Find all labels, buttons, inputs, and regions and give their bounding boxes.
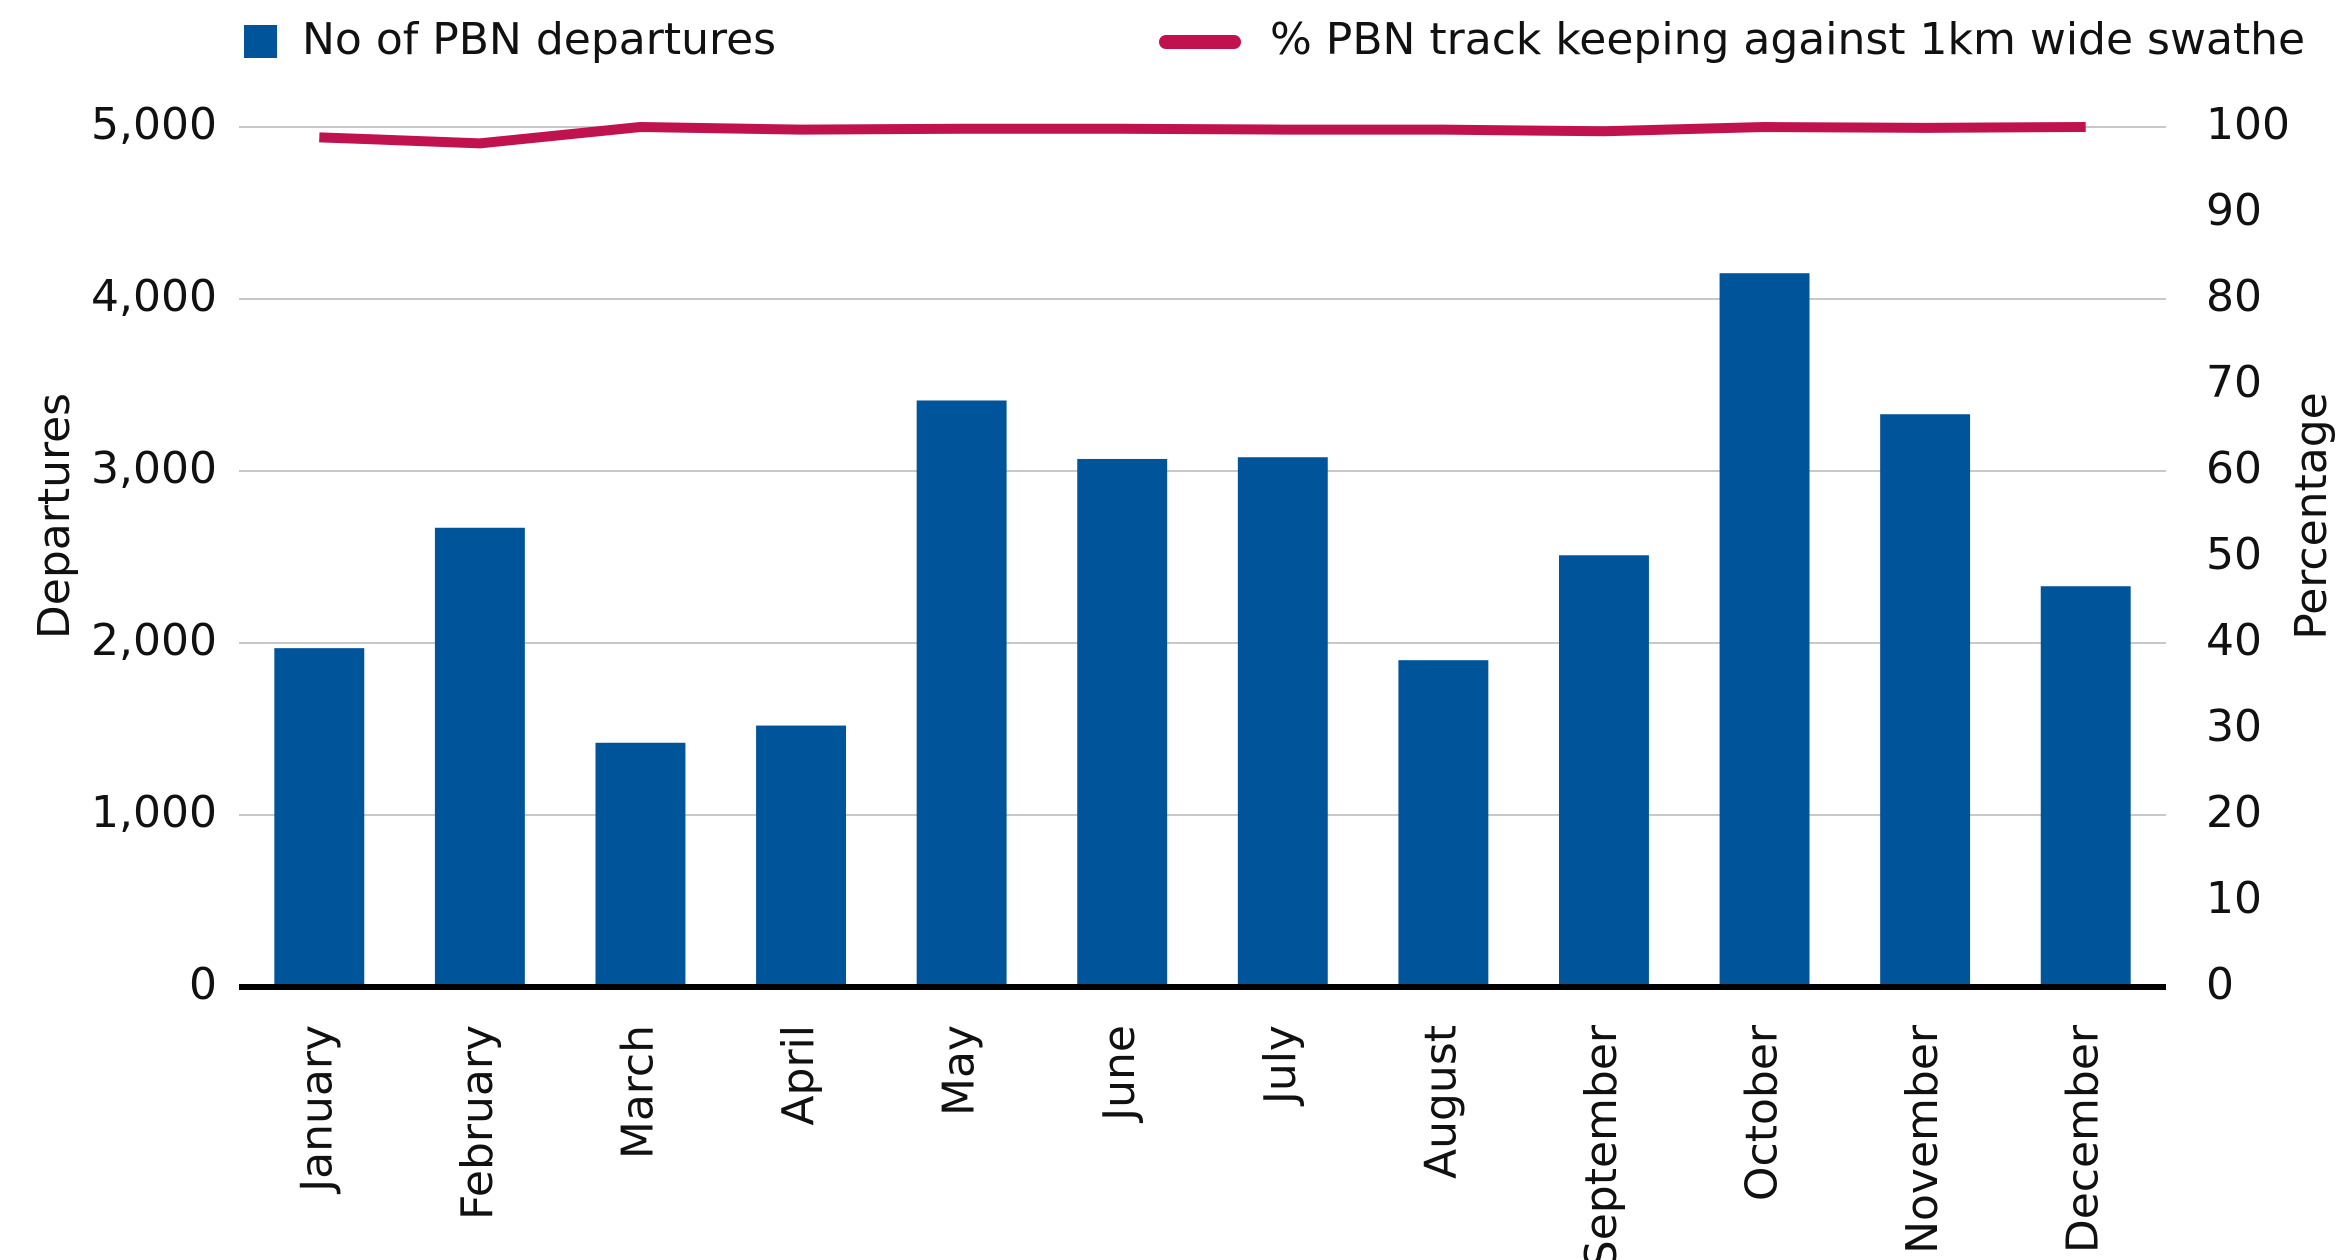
bar [1880,414,1971,987]
x-tick-label: September [1576,1024,1627,1260]
bar [434,527,525,987]
x-tick-label: June [1094,1025,1145,1124]
x-tick-label: November [1897,1024,1948,1254]
y2-tick-label: 0 [2206,959,2234,1010]
x-tick-label: August [1415,1025,1466,1179]
y-tick-label: 1,000 [91,787,217,838]
y2-axis-title: Percentage [2286,392,2337,640]
bar [756,725,847,987]
y2-tick-label: 50 [2206,529,2262,580]
y2-tick-label: 80 [2206,271,2262,322]
y-tick-label: 4,000 [91,271,217,322]
x-tick-label: October [1737,1024,1788,1201]
y2-tick-label: 70 [2206,357,2262,408]
y2-tick-label: 30 [2206,701,2262,752]
y2-tick-label: 10 [2206,873,2262,924]
y2-tick-label: 60 [2206,443,2262,494]
x-tick-label: July [1255,1025,1306,1107]
x-tick-label: January [291,1025,342,1195]
x-tick-label: April [773,1025,824,1126]
bar [916,400,1007,988]
x-tick-label: March [612,1025,663,1159]
y-tick-label: 0 [189,959,217,1010]
legend-swatch [244,25,277,58]
y-tick-label: 3,000 [91,443,217,494]
line [319,122,2086,149]
legend-label: % PBN track keeping against 1km wide swa… [1270,14,2305,65]
bar [1237,457,1328,987]
y2-tick-label: 100 [2206,99,2290,150]
y2-tick-label: 40 [2206,615,2262,666]
y2-tick-label: 20 [2206,787,2262,838]
y2-tick-label: 90 [2206,185,2262,236]
bar [1558,555,1649,987]
bar [595,742,686,987]
y-tick-label: 5,000 [91,99,217,150]
bar [2040,586,2131,987]
x-tick-label: May [934,1025,985,1116]
bar [1719,273,1810,987]
y-tick-label: 2,000 [91,615,217,666]
x-tick-label: February [452,1025,503,1220]
bar [1077,458,1168,988]
bar [1398,660,1489,987]
legend-label: No of PBN departures [302,14,776,65]
y-axis-title: Departures [29,393,80,639]
x-tick-label: December [2058,1024,2109,1253]
bar [274,648,365,987]
